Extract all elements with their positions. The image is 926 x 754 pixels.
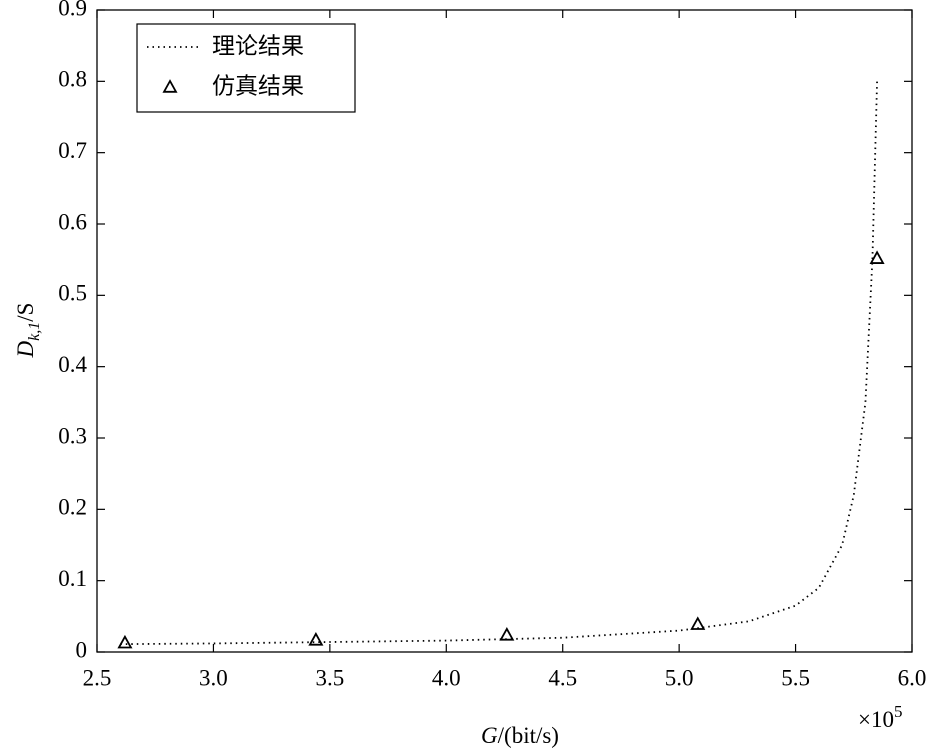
y-tick-label: 0.8 xyxy=(58,67,87,92)
y-label-main: D xyxy=(13,340,38,358)
y-tick-label: 0.6 xyxy=(58,209,87,234)
theory-line xyxy=(120,81,878,646)
x-multiplier: ×105 xyxy=(858,702,902,732)
legend-swatch xyxy=(162,79,178,93)
plot-frame xyxy=(96,9,913,653)
sim-marker xyxy=(690,616,706,630)
sim-marker xyxy=(499,627,515,641)
sim-marker xyxy=(117,634,133,649)
x-axis-label: G/(bit/s) xyxy=(481,723,559,748)
legend-label: 仿真结果 xyxy=(212,74,304,100)
y-label-sub: k,1 xyxy=(26,322,43,341)
x-tick-label: 2.5 xyxy=(83,665,112,690)
sim-marker xyxy=(308,632,324,646)
y-tick-label: 0.5 xyxy=(58,281,87,306)
y-tick-label: 0 xyxy=(76,637,88,662)
x-tick-label: 4.5 xyxy=(548,665,577,690)
x-label-italic: G xyxy=(481,723,498,748)
sim-marker xyxy=(869,250,885,264)
x-multiplier-exp: 5 xyxy=(894,702,903,721)
y-axis-label: Dk,1/S xyxy=(13,303,42,359)
y-label-rest: /S xyxy=(13,303,38,322)
x-tick-label: 5.0 xyxy=(665,665,694,690)
x-tick-label: 5.5 xyxy=(781,665,810,690)
x-tick-label: 4.0 xyxy=(432,665,461,690)
y-tick-label: 0.9 xyxy=(58,0,87,20)
y-tick-label: 0.3 xyxy=(58,423,87,448)
legend-box xyxy=(136,23,356,113)
y-tick-label: 0.4 xyxy=(58,352,87,377)
y-tick-label: 0.2 xyxy=(58,495,87,520)
x-multiplier-base: ×10 xyxy=(858,707,894,732)
y-tick-label: 0.1 xyxy=(58,566,87,591)
legend-label: 理论结果 xyxy=(212,34,304,60)
x-label-rest: /(bit/s) xyxy=(498,723,559,748)
y-tick-label: 0.7 xyxy=(58,138,87,163)
x-tick-label: 3.0 xyxy=(199,665,228,690)
x-tick-label: 3.5 xyxy=(315,665,344,690)
x-tick-label: 6.0 xyxy=(898,665,926,690)
